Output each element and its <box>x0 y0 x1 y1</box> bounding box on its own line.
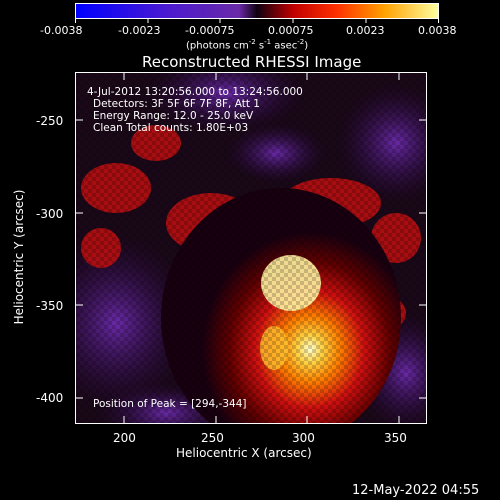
info-time-range: 4-Jul-2012 13:20:56.000 to 13:24:56.000 <box>87 86 303 98</box>
colorbar-tick-label: -0.0038 <box>40 24 83 37</box>
x-tick-label: 350 <box>384 431 407 445</box>
x-tick-label: 250 <box>201 431 224 445</box>
colorbar-units: (photons cm-2 s-1 asec-2) <box>186 38 309 52</box>
footer-timestamp: 12-May-2022 04:55 <box>352 483 480 498</box>
colorbar-tick-label: -0.0023 <box>118 24 161 37</box>
colorbar-gradient <box>76 4 438 18</box>
plot-title: Reconstructed RHESSI Image <box>142 53 362 71</box>
colorbar-ticks <box>0 0 500 30</box>
x-axis-label: Heliocentric X (arcsec) <box>176 446 312 460</box>
x-tick-label: 300 <box>292 431 315 445</box>
colorbar-tick-label: 0.00075 <box>268 24 314 37</box>
colorbar-tick-label: 0.0038 <box>418 24 457 37</box>
rhessi-image <box>76 73 426 423</box>
y-tick-label: -300 <box>36 207 64 221</box>
info-energy-range: Energy Range: 12.0 - 25.0 keV <box>93 110 254 122</box>
peak-position: Position of Peak = [294,-344] <box>93 398 247 410</box>
colorbar <box>75 3 439 19</box>
y-tick-label: -250 <box>36 114 64 128</box>
info-clean-counts: Clean Total counts: 1.80E+03 <box>93 122 249 134</box>
y-tick-label: -400 <box>36 391 64 405</box>
x-tick-label: 200 <box>113 431 136 445</box>
plot-axes-ticks <box>75 72 427 424</box>
colorbar-tick-label: 0.0023 <box>346 24 385 37</box>
rhessi-image-plot <box>75 72 427 424</box>
colorbar-tick-label: -0.00075 <box>185 24 235 37</box>
info-detectors: Detectors: 3F 5F 6F 7F 8F, Att 1 <box>93 98 260 110</box>
y-tick-label: -350 <box>36 299 64 313</box>
y-axis-label: Heliocentric Y (arcsec) <box>12 189 26 325</box>
